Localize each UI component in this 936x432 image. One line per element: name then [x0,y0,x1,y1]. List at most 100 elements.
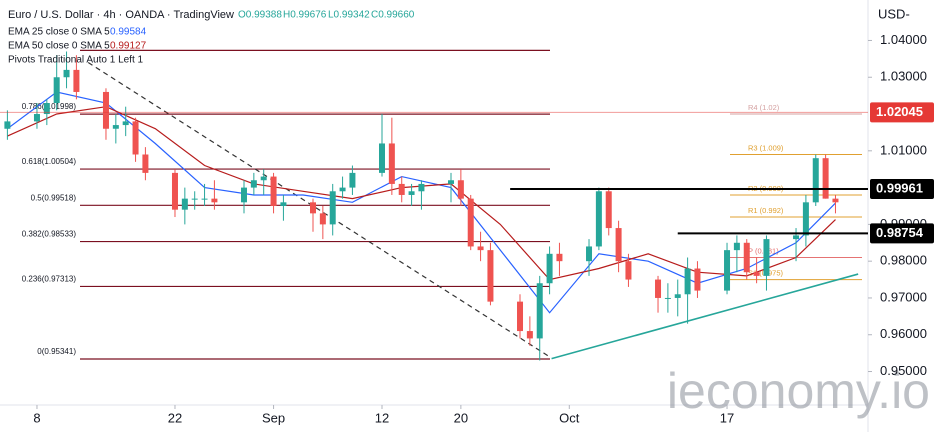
candle-body [625,261,632,280]
ohlc-value: L0.99342 [328,10,370,21]
candle-body [201,198,208,200]
candle-body [319,213,326,225]
candle-body [309,202,316,214]
candle-body [457,180,464,199]
price-badge [870,179,934,200]
fib-label: 0.5(0.99518) [31,193,77,202]
price-badge-label: 0.99961 [876,180,923,195]
candle-body [556,253,563,262]
x-tick-label: Sep [262,410,285,425]
watermark: ieconomy.io [667,363,930,419]
candle-body [586,246,593,262]
x-tick-label: 17 [720,410,734,425]
fib-label: 0.382(0.98533) [22,230,77,239]
candle-body [664,297,671,299]
candle-body [655,279,662,298]
symbol-title: Euro / U.S. Dollar · 4h · OANDA · Tradin… [8,9,234,21]
ohlc-value: O0.99388 [238,10,282,21]
pivot-label: R1 (0.992) [748,206,784,215]
candle-body [674,294,681,298]
candle-body [329,191,336,225]
candle-body [122,121,129,126]
y-tick-label: 0.96000 [880,326,927,341]
x-tick-label: 22 [168,410,182,425]
candle-body [487,250,494,302]
candle-body [526,331,533,339]
y-tick-label: 0.97000 [880,289,927,304]
candle-body [793,235,800,240]
y-tick-label: 0.98000 [880,253,927,268]
candle-body [832,198,839,203]
moving-average [7,106,836,281]
candle-body [280,202,287,206]
y-tick-label: 1.04000 [880,32,927,47]
x-tick-label: 8 [33,410,40,425]
candle-body [802,202,809,236]
candle-body [53,77,60,103]
candle-body [733,242,740,251]
candle-body [418,183,425,192]
candle-body [191,198,198,200]
candle-body [171,172,178,210]
candle-body [132,121,139,155]
currency-label[interactable]: USD- [878,6,910,21]
candle-body [517,301,524,332]
indicator-value: 0.99584 [110,27,147,38]
x-tick-label: 12 [375,410,389,425]
candle-body [250,180,257,188]
plot-area: 0.786(1.01998)0.618(1.00504)0.5(0.99518)… [0,49,868,361]
candle-body [724,250,731,291]
candle-body [477,246,484,251]
candle-body [339,187,346,192]
candle-body [467,198,474,247]
candle-body [398,183,405,195]
trendline [551,273,859,360]
indicator-value: 0.99127 [110,41,147,52]
candle-body [448,180,455,184]
y-tick-label: 1.01000 [880,142,927,157]
candle-body [605,191,612,229]
fib-label: 0.618(1.00504) [22,157,77,166]
price-badge-label: 1.02045 [876,104,923,119]
candle-body [211,198,218,203]
x-tick-label: Oct [559,410,580,425]
candle-body [142,154,149,173]
pivot-label: R3 (1.009) [748,143,784,152]
indicator-label: Pivots Traditional Auto 1 Left 1 [8,55,144,66]
candle-body [73,69,80,92]
candle-body [112,125,119,129]
fib-label: 0.236(0.97313) [22,275,77,284]
candle-body [181,198,188,210]
ohlc-value: C0.99660 [371,10,415,21]
candle-body [595,191,602,247]
candle-body [4,121,11,129]
candle-body [63,69,70,78]
candle-body [743,242,750,273]
candle-body [43,102,50,115]
candle-body [763,239,770,276]
fib-label: 0(0.95341) [37,347,76,356]
trendline [87,62,550,358]
candle-body [753,272,760,276]
price-badge-label: 0.98754 [876,225,924,240]
candle-body [684,268,691,295]
y-tick-label: 0.95000 [880,363,927,378]
candle-body [240,187,247,203]
moving-average [7,91,836,314]
indicator-label: EMA 50 close 0 SMA 5 [8,41,110,52]
price-badge [870,102,934,123]
candle-body [546,253,553,284]
pivot-label: R4 (1.02) [748,103,780,112]
candle-body [812,158,819,203]
candle-body [349,172,356,188]
candle-body [378,143,385,173]
candle-body [270,176,277,206]
candle-body [260,176,267,181]
candle-body [102,91,109,129]
price-badge [870,223,934,244]
candle-body [694,268,701,291]
x-tick-label: 20 [454,410,468,425]
candle-body [615,228,622,262]
candle-body [822,158,829,199]
